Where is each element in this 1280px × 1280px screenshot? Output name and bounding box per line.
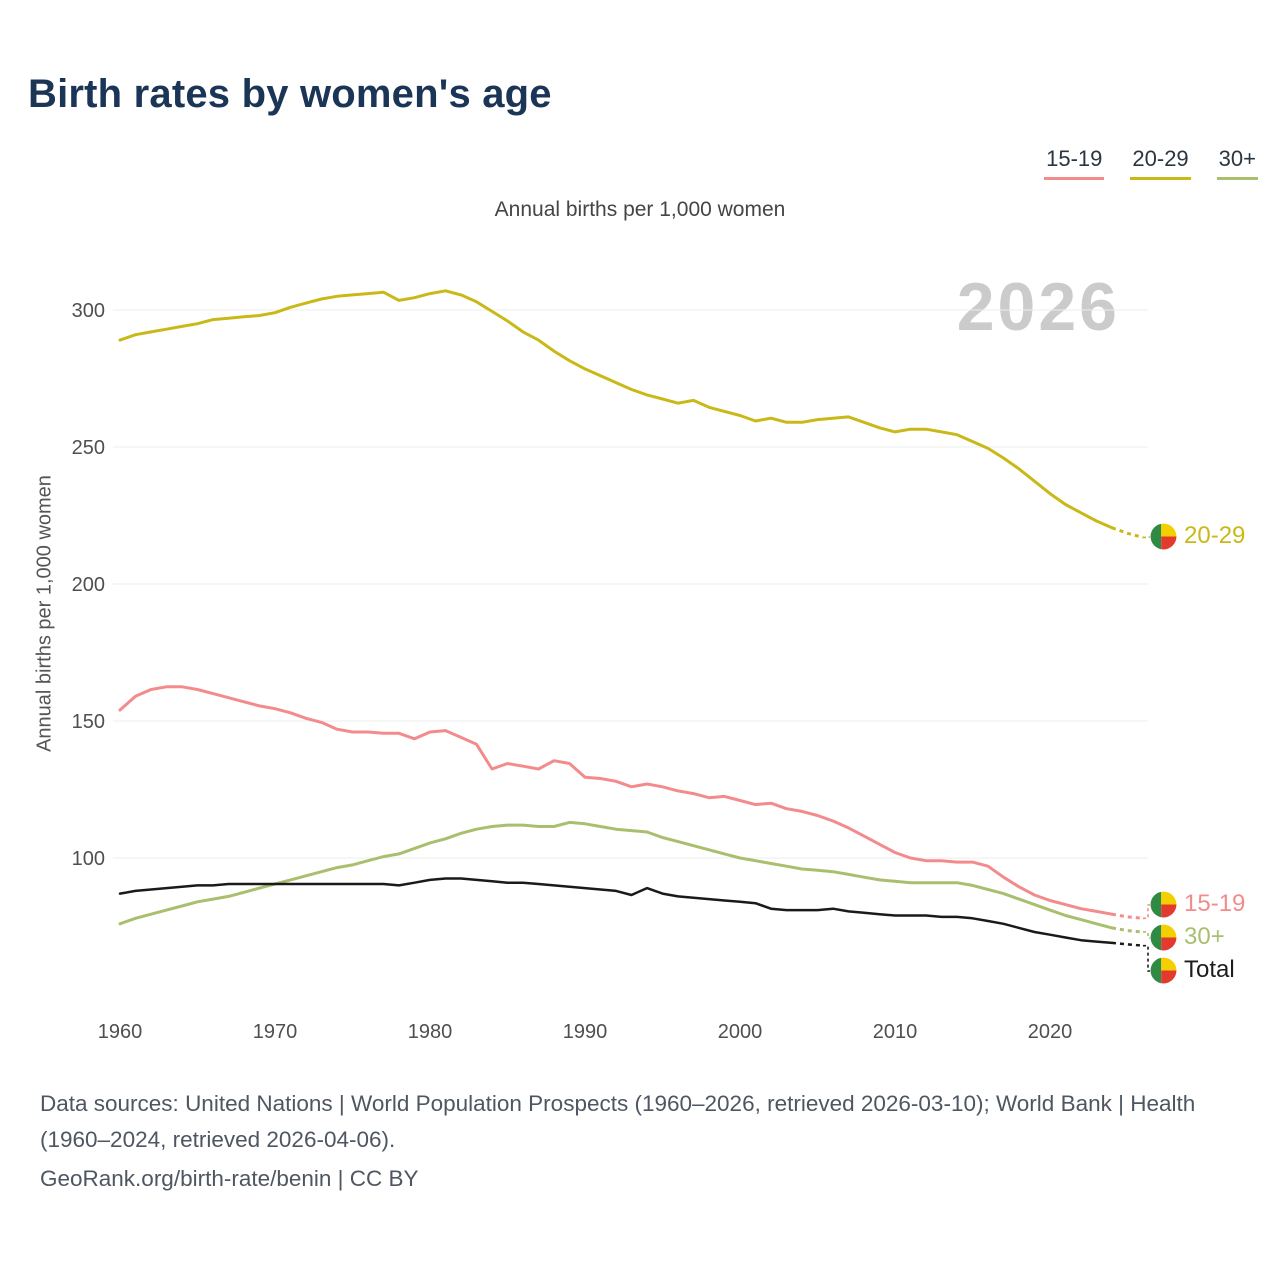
end-label-connector-Total [1143, 944, 1150, 972]
benin-flag-icon [1150, 924, 1177, 950]
attribution: GeoRank.org/birth-rate/benin | CC BY [40, 1165, 419, 1191]
legend-item-label: 30+ [1218, 146, 1256, 171]
y-tick-label: 250 [72, 437, 105, 459]
series-end-label-text: Total [1184, 956, 1235, 983]
x-tick-label: 2020 [1028, 1021, 1073, 1043]
legend-item-label: 20-29 [1132, 146, 1189, 171]
footer: Data sources: United Nations | World Pop… [40, 1086, 1230, 1197]
series-line-projection-30+ [1111, 926, 1144, 934]
x-tick-label: 1990 [563, 1021, 608, 1043]
series-line-30+ [118, 820, 1114, 930]
series-line-projection-15-19 [1111, 912, 1144, 920]
legend: 15-19 20-29 30+ [1044, 146, 1258, 180]
y-tick-label: 200 [72, 574, 105, 596]
chart-subtitle: Annual births per 1,000 women [494, 198, 786, 221]
legend-item-label: 15-19 [1046, 146, 1103, 171]
series-end-label-text: 20-29 [1184, 522, 1246, 549]
end-label-connector-15-19 [1143, 904, 1150, 920]
series-line-20-29 [118, 289, 1114, 530]
y-tick-label: 300 [72, 300, 105, 322]
series-line-15-19 [118, 685, 1114, 916]
benin-flag-icon [1150, 957, 1177, 983]
x-tick-label: 2010 [873, 1021, 918, 1043]
benin-flag-icon [1150, 891, 1177, 917]
series-end-label-total: Total [1150, 956, 1235, 984]
series-end-label-20-29: 20-29 [1150, 522, 1245, 550]
legend-item-15-19[interactable]: 15-19 [1044, 146, 1105, 180]
end-label-connector-30+ [1143, 931, 1150, 939]
x-tick-label: 2000 [718, 1021, 763, 1043]
series-end-label-15-19: 15-19 [1150, 890, 1245, 918]
series-end-label-text: 15-19 [1184, 890, 1246, 917]
x-tick-label: 1960 [98, 1021, 143, 1043]
benin-flag-icon [1150, 523, 1177, 549]
legend-item-30plus[interactable]: 30+ [1216, 146, 1258, 180]
y-tick-label: 100 [72, 848, 105, 870]
x-tick-label: 1970 [253, 1021, 298, 1043]
page-title: Birth rates by women's age [28, 72, 552, 116]
series-line-projection-20-29 [1111, 526, 1144, 539]
y-axis-label: Annual births per 1,000 women [33, 475, 56, 752]
series-line-Total [118, 877, 1114, 945]
year-watermark: 2026 [956, 269, 1120, 345]
series-end-label-text: 30+ [1184, 923, 1225, 950]
series-line-projection-Total [1111, 941, 1144, 947]
data-sources: Data sources: United Nations | World Pop… [40, 1091, 1196, 1153]
y-tick-label: 150 [72, 711, 105, 733]
legend-item-20-29[interactable]: 20-29 [1130, 146, 1191, 180]
series-end-label-30plus: 30+ [1150, 923, 1225, 951]
x-tick-label: 1980 [408, 1021, 453, 1043]
